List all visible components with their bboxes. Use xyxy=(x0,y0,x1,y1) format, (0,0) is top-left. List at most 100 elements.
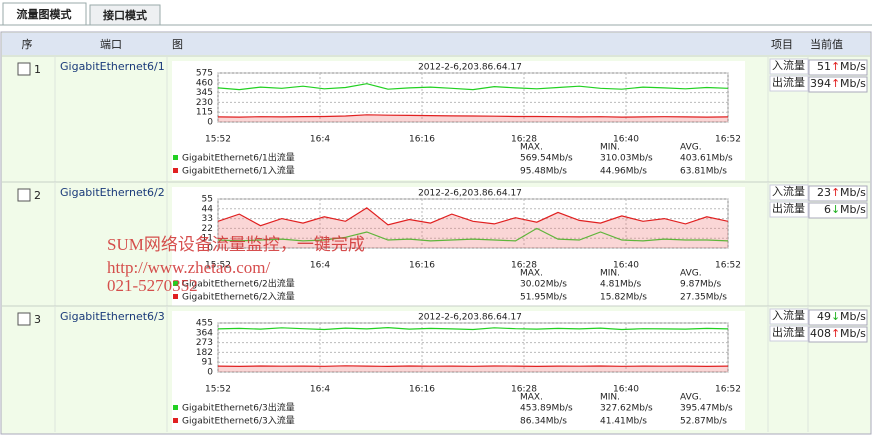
value-box xyxy=(808,202,868,219)
value-box xyxy=(808,76,868,93)
tab[interactable] xyxy=(89,4,161,26)
item-label: 出流量 xyxy=(772,325,805,339)
watermark: SUM网络设备流量监控，一键完成 xyxy=(107,235,365,254)
area xyxy=(218,207,728,248)
x-tick-label: 16:52 xyxy=(715,385,741,395)
legend-label: GigabitEthernet6/1入流量 xyxy=(182,165,295,177)
stat-value: 95.48Mb/s xyxy=(520,167,567,177)
row-index: 1 xyxy=(34,63,41,76)
plot-area xyxy=(217,322,729,373)
legend-swatch xyxy=(173,405,178,410)
checkbox[interactable] xyxy=(17,62,31,76)
trend-arrow: ↑ xyxy=(831,77,840,90)
stat-value: 27.35Mb/s xyxy=(680,293,727,303)
item-label-box xyxy=(769,184,809,201)
item-label: 出流量 xyxy=(772,201,805,215)
y-tick-label: 44 xyxy=(202,204,214,214)
row-index: 2 xyxy=(34,189,41,202)
table-header xyxy=(2,33,870,55)
current-value: 394 xyxy=(810,77,831,90)
y-tick-label: 115 xyxy=(196,108,213,118)
trend-arrow: ↓ xyxy=(831,203,840,216)
stat-value: 30.02Mb/s xyxy=(520,280,567,290)
checkbox[interactable] xyxy=(17,188,31,202)
x-tick-label: 16:40 xyxy=(613,135,639,145)
stats-header: MAX. xyxy=(520,269,543,279)
unit: Mb/s xyxy=(840,186,866,199)
legend-label: GigabitEthernet6/1出流量 xyxy=(182,152,295,164)
y-tick-label: 230 xyxy=(196,98,213,108)
line xyxy=(217,83,729,91)
plot-area xyxy=(217,72,729,123)
legend-label: GigabitEthernet6/2入流量 xyxy=(182,291,295,303)
unit: Mb/s xyxy=(840,310,866,323)
x-tick-label: 16:28 xyxy=(511,385,537,395)
legend-swatch xyxy=(173,294,178,299)
unit: Mb/s xyxy=(840,60,866,73)
stat-value: 395.47Mb/s xyxy=(680,404,733,414)
x-tick-label: 16:4 xyxy=(310,261,330,271)
x-tick-label: 15:52 xyxy=(205,261,231,271)
stats-header: MIN. xyxy=(600,393,620,403)
item-label: 出流量 xyxy=(772,75,805,89)
x-tick-label: 15:52 xyxy=(205,135,231,145)
watermark: http://www.zhetao.com/ xyxy=(107,258,270,277)
current-value: 408 xyxy=(810,327,831,340)
item-label-box xyxy=(769,75,809,92)
legend-label: GigabitEthernet6/3出流量 xyxy=(182,402,295,414)
stats-header: AVG. xyxy=(680,393,702,403)
legend-swatch xyxy=(173,418,178,423)
x-tick-label: 16:4 xyxy=(310,385,330,395)
stat-value: 44.96Mb/s xyxy=(600,167,647,177)
legend-swatch xyxy=(173,281,178,286)
value-box xyxy=(808,309,868,326)
y-tick-label: 55 xyxy=(202,195,213,205)
legend-label: GigabitEthernet6/2出流量 xyxy=(182,278,295,290)
port-name: GigabitEthernet6/3 xyxy=(60,310,165,323)
tab-label[interactable]: 接口模式 xyxy=(103,8,147,22)
trend-arrow: ↑ xyxy=(831,60,840,73)
stats-header: AVG. xyxy=(680,143,702,153)
legend-swatch xyxy=(173,155,178,160)
line xyxy=(217,207,729,227)
x-tick-label: 16:4 xyxy=(310,135,330,145)
trend-arrow: ↑ xyxy=(831,186,840,199)
area xyxy=(218,365,728,372)
y-tick-label: 0 xyxy=(207,368,213,378)
x-tick-label: 16:28 xyxy=(511,135,537,145)
stat-value: 403.61Mb/s xyxy=(680,154,733,164)
current-value: 49 xyxy=(817,310,831,323)
line xyxy=(217,326,729,331)
item-label: 入流量 xyxy=(772,308,805,322)
unit: Mb/s xyxy=(840,327,866,340)
item-label-box xyxy=(769,58,809,75)
tab-label[interactable]: 流量图模式 xyxy=(17,7,72,21)
y-tick-label: 455 xyxy=(196,319,213,329)
trend-arrow: ↓ xyxy=(831,310,840,323)
x-tick-label: 16:28 xyxy=(511,261,537,271)
item-label-box xyxy=(769,201,809,218)
tab-active[interactable] xyxy=(2,2,87,26)
unit: Mb/s xyxy=(840,77,866,90)
stat-value: 4.81Mb/s xyxy=(600,280,642,290)
y-tick-label: 91 xyxy=(202,358,213,368)
x-tick-label: 16:16 xyxy=(409,261,435,271)
legend-label: GigabitEthernet6/3入流量 xyxy=(182,415,295,427)
y-tick-label: 11 xyxy=(202,234,213,244)
value-box xyxy=(808,326,868,343)
item-label-box xyxy=(769,308,809,325)
stat-value: 41.41Mb/s xyxy=(600,417,647,427)
chart-title: 2012-2-6,203.86.64.17 xyxy=(418,63,522,73)
y-tick-label: 0 xyxy=(207,244,213,254)
current-value: 6 xyxy=(824,203,831,216)
port-name: GigabitEthernet6/1 xyxy=(60,60,165,73)
x-tick-label: 16:52 xyxy=(715,135,741,145)
x-tick-label: 16:16 xyxy=(409,135,435,145)
checkbox[interactable] xyxy=(17,312,31,326)
chart-title: 2012-2-6,203.86.64.17 xyxy=(418,189,522,199)
header-cell: 图 xyxy=(172,38,183,51)
chart-title: 2012-2-6,203.86.64.17 xyxy=(418,313,522,323)
value-box xyxy=(808,185,868,202)
header-cell: 当前值 xyxy=(810,37,843,51)
